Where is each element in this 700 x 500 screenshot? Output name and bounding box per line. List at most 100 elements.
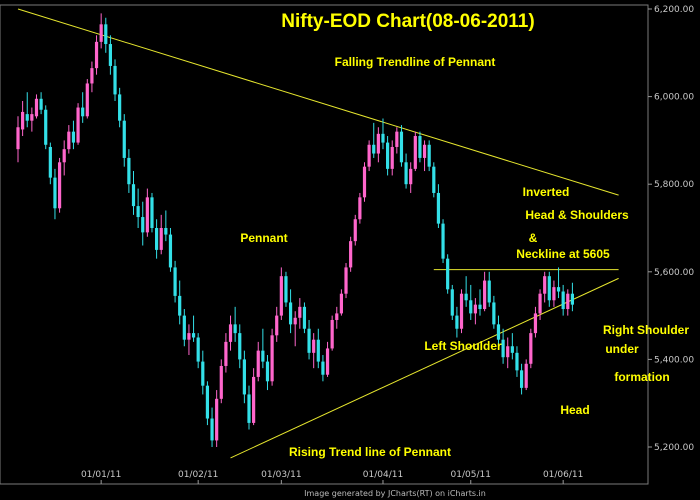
candle-body (413, 136, 417, 169)
y-tick-label: 5,600.00 (654, 268, 694, 278)
annotations: Falling Trendline of Pennant Pennant Inver… (240, 55, 689, 459)
candle-body (261, 350, 265, 362)
y-tick-label: 6,000.00 (654, 93, 694, 103)
candle-body (478, 304, 482, 310)
candle-body (399, 131, 404, 163)
candles (16, 13, 574, 447)
candle-body (487, 280, 491, 303)
candle-body (191, 333, 196, 338)
candle-body (543, 276, 547, 294)
candle-body (390, 146, 394, 169)
candle-body (39, 98, 43, 110)
candle-body (238, 333, 242, 360)
annotation-label: Falling Trendline of Pennant (335, 55, 496, 69)
candle-body (141, 217, 145, 233)
candle-body (196, 337, 200, 362)
candle-body (16, 127, 20, 150)
candle-body (376, 133, 380, 154)
candle-body (265, 361, 270, 382)
annotation-label: Neckline at 5605 (516, 247, 610, 261)
annotation-label: Pennant (240, 231, 287, 245)
candle-body (85, 83, 89, 117)
candle-body (113, 65, 117, 95)
y-tick-label: 5,200.00 (654, 443, 694, 453)
candle-body (372, 144, 376, 154)
annotation-label: Rising Trend line of Pennant (289, 445, 451, 459)
candle-body (302, 306, 307, 329)
candle-body (159, 228, 163, 250)
annotation-label: Inverted (523, 185, 570, 199)
annotation-label: Right Shoulder (603, 323, 689, 337)
candle-body (21, 111, 25, 130)
candle-body (501, 339, 505, 358)
candle-body (256, 350, 260, 377)
trendline (230, 277, 619, 459)
x-tick-label: 01/04/11 (363, 470, 403, 480)
candle-body (339, 293, 343, 314)
candle-body (469, 300, 473, 314)
candle-body (168, 234, 173, 268)
candle-body (325, 348, 330, 375)
candle-body (473, 304, 477, 314)
candle-body (288, 302, 293, 325)
candle-body (335, 313, 339, 320)
footer-credit: Image generated by JCharts(RT) on iChart… (304, 489, 486, 498)
candle-body (94, 41, 99, 69)
x-tick-label: 01/05/11 (451, 470, 491, 480)
candle-body (386, 142, 390, 169)
candle-body (136, 206, 140, 218)
candle-body (566, 293, 570, 310)
candle-body (279, 276, 283, 316)
candle-body (270, 335, 274, 382)
candle-body (224, 341, 228, 366)
candle-body (219, 365, 223, 399)
candle-body (215, 398, 219, 441)
candle-body (547, 276, 551, 301)
plot-area (0, 4, 649, 485)
candle-body (90, 68, 94, 84)
candle-body (552, 287, 556, 301)
annotation-label: Head & Shoulders (525, 208, 629, 222)
candle-body (108, 44, 112, 66)
candle-body (99, 24, 103, 42)
candle-body (432, 166, 436, 193)
x-tick-label: 01/03/11 (261, 470, 301, 480)
chart-title: Nifty-EOD Chart(08-06-2011) (281, 11, 534, 32)
candle-body (358, 197, 362, 220)
annotation-label: Head (560, 403, 589, 417)
annotation-label: formation (614, 370, 669, 384)
candle-body (293, 317, 297, 325)
candle-body (515, 352, 519, 371)
candle-body (496, 324, 501, 340)
candle-body (519, 370, 524, 388)
candle-body (330, 319, 334, 349)
candle-body (62, 149, 66, 163)
x-axis: 01/01/11 01/02/11 01/03/11 01/04/11 01/05/11… (81, 470, 583, 484)
candle-body (34, 98, 39, 117)
candle-body (247, 394, 251, 423)
candle-body (233, 324, 237, 334)
annotation-label: under (605, 342, 639, 356)
candle-body (178, 295, 182, 316)
candle-body (131, 184, 136, 207)
candle-body (242, 359, 246, 395)
candle-body (127, 157, 131, 185)
candle-body (556, 287, 561, 292)
candle-body (529, 333, 533, 364)
candle-body (67, 131, 71, 150)
candle-body (284, 276, 288, 303)
candle-body (510, 346, 514, 353)
candle-body (367, 144, 371, 167)
candle-body (145, 197, 149, 233)
candle-body (312, 339, 316, 353)
candle-body (205, 385, 210, 419)
candle-body (418, 136, 422, 158)
annotation-label: & (529, 231, 538, 245)
candle-body (570, 293, 574, 305)
candle-body (122, 120, 126, 158)
candle-body (275, 315, 279, 336)
candle-body (349, 241, 353, 268)
candle-body (450, 289, 454, 316)
candle-body (316, 339, 320, 362)
